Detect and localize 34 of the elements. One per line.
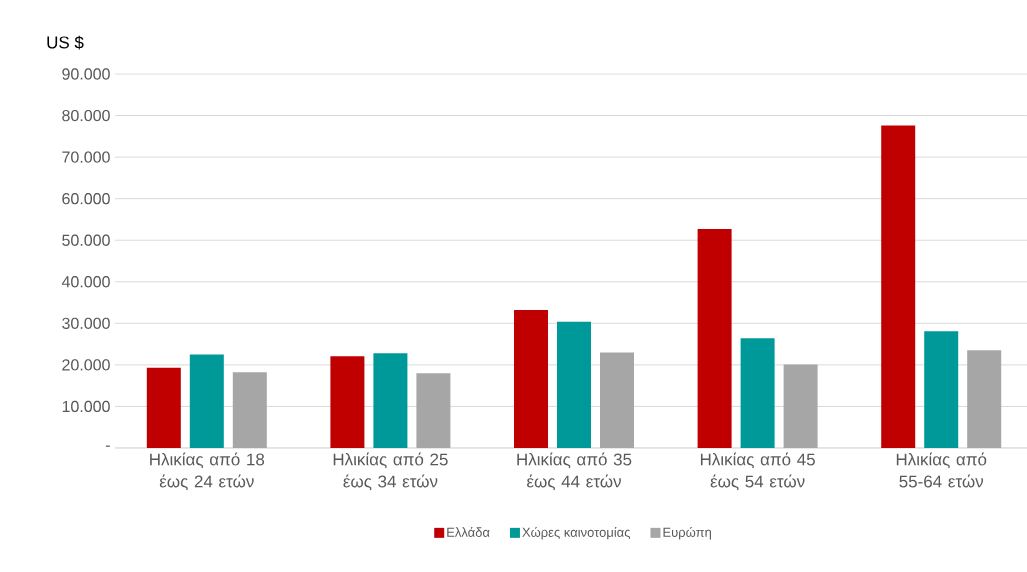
- x-tick-label: Ηλικίας από 45 έως 54 ετών: [700, 452, 815, 491]
- bar: [232, 372, 267, 448]
- bar: [697, 229, 732, 448]
- y-tick-label: -: [105, 445, 110, 447]
- bar: [416, 373, 451, 448]
- x-tick-label: Ηλικίας από 55-64 ετών: [896, 452, 987, 488]
- y-tick-label: 30.000: [62, 317, 110, 329]
- legend-label: Ελλάδα: [447, 526, 490, 537]
- bar: [881, 125, 916, 448]
- bar: [600, 352, 634, 448]
- y-tick-label: 40.000: [61, 276, 110, 288]
- y-tick-label: 90.000: [62, 68, 110, 80]
- bar: [514, 310, 549, 448]
- bar: [967, 350, 1002, 448]
- y-tick-label: 10.000: [62, 400, 110, 413]
- bar: [924, 331, 959, 448]
- legend-label: Ευρώπη: [663, 526, 711, 540]
- bar: [740, 338, 775, 448]
- bar: [189, 354, 224, 448]
- y-tick-label: 50.000: [62, 234, 110, 246]
- bar: [783, 364, 818, 448]
- y-tick-label: 80.000: [62, 109, 110, 122]
- y-tick-label: 20.000: [62, 359, 110, 371]
- legend-label: Χώρες καινοτομίας: [522, 526, 631, 540]
- bar: [373, 353, 408, 448]
- y-tick-label: 60.000: [62, 193, 110, 205]
- bar: [330, 356, 365, 448]
- y-tick-label: 70.000: [62, 151, 110, 163]
- bar: [146, 367, 181, 448]
- bar: [557, 321, 591, 448]
- x-tick-label: Ηλικίας από 35 έως 44 ετών: [517, 452, 632, 491]
- y-axis-title: US $: [47, 35, 84, 50]
- x-tick-label: Ηλικίας από 18 έως 24 ετών: [150, 452, 265, 491]
- x-tick-label: Ηλικίας από 25 έως 34 ετών: [333, 452, 448, 491]
